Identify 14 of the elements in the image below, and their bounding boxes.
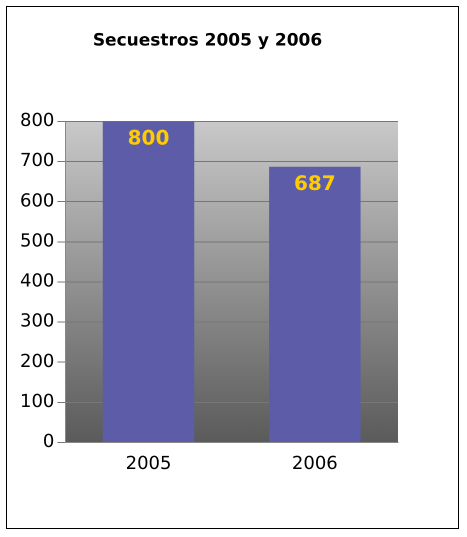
y-tick-label: 500: [20, 230, 54, 252]
y-tick-label: 300: [20, 310, 54, 332]
y-tick-label: 800: [20, 110, 54, 132]
x-tick-label: 2005: [126, 452, 172, 474]
data-label: 687: [294, 170, 336, 195]
chart-title: Secuestros 2005 y 2006: [92, 30, 322, 51]
x-tick-label: 2006: [292, 452, 338, 474]
y-tick-label: 700: [20, 150, 54, 172]
y-tick-label: 600: [20, 190, 54, 212]
y-tick-label: 200: [20, 350, 54, 372]
y-tick-label: 400: [20, 270, 54, 292]
data-label: 800: [128, 126, 170, 150]
y-tick-label: 0: [42, 431, 54, 452]
y-tick-label: 100: [20, 390, 54, 412]
